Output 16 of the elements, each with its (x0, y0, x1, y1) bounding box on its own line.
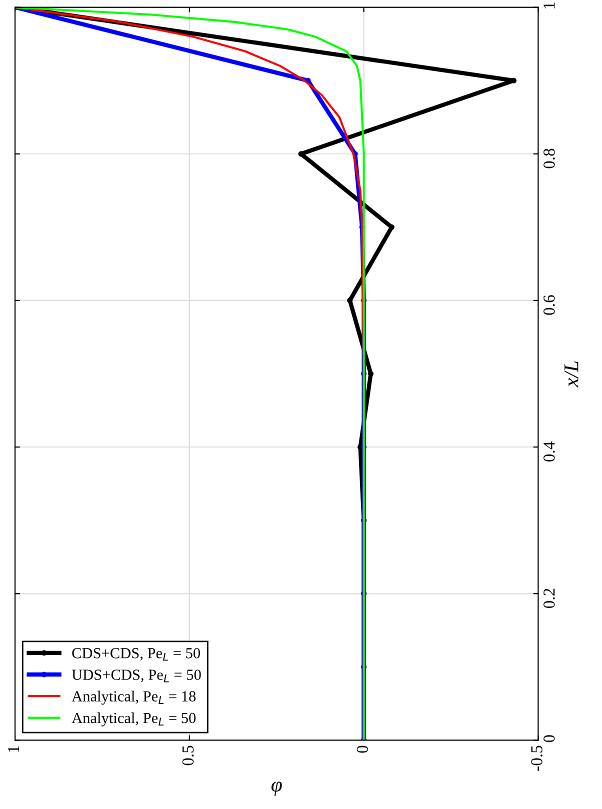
legend-label: UDS+CDS, Pe$_{L}$ = 50 (72, 670, 201, 682)
legend-label: Analytical, Pe$_{L}$ = 50 (72, 712, 196, 726)
x-tick-label: 0.5 (182, 746, 194, 766)
x-axis-title: φ (271, 782, 282, 796)
x-tick-label: 1 (8, 746, 20, 752)
y-tick-label: 0.6 (544, 295, 555, 315)
y-axis-title: x/L (564, 361, 578, 388)
y-tick-label: 0 (544, 735, 555, 742)
x-tick-label: 0 (356, 746, 368, 753)
legend-label: Analytical, Pe$_{L}$ = 18 (72, 690, 196, 705)
y-tick-label: 0.4 (544, 442, 555, 462)
x-tick-label: -0.5 (531, 746, 542, 771)
y-tick-label: 1 (544, 2, 555, 8)
legend-label: CDS+CDS, Pe$_{L}$ = 50 (72, 648, 200, 661)
y-tick-label: 0.2 (544, 588, 555, 608)
y-tick-label: 0.8 (544, 148, 555, 168)
